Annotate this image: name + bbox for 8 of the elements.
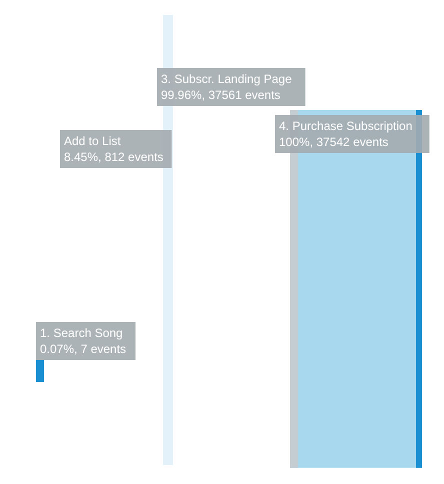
category-label: 3. Subscr. Landing Page [161,72,292,86]
category-label: Add to List [64,134,122,148]
data-label: 100%, 37542 events [279,135,388,149]
data-label: 99.96%, 37561 events [161,88,280,102]
data-label: 0.07%, 7 events [40,342,126,356]
data-label: 8.45%, 812 events [64,150,164,164]
category-label: 1. Search Song [40,326,123,340]
category-label: 4. Purchase Subscription [279,119,412,133]
